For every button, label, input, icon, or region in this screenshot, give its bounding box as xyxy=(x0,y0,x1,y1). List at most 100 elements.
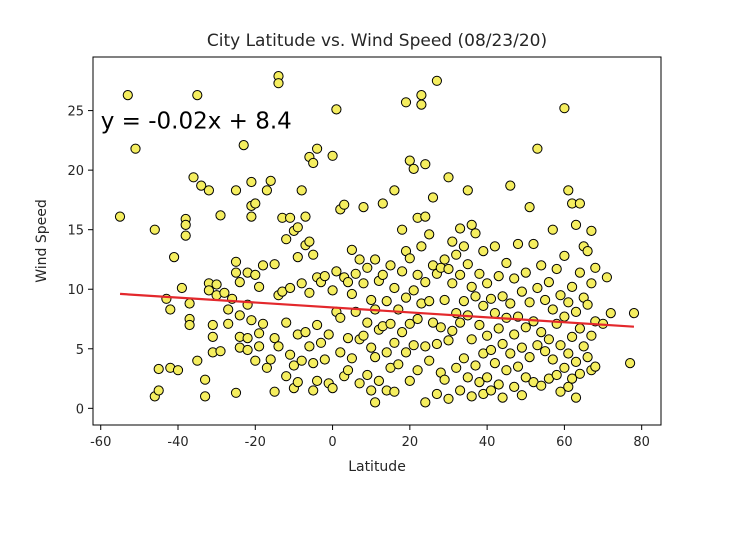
scatter-point xyxy=(540,294,551,306)
scatter-point xyxy=(292,377,303,388)
scatter-point xyxy=(524,352,535,363)
scatter-point xyxy=(524,202,535,213)
scatter-point xyxy=(200,391,211,402)
scatter-point xyxy=(420,277,431,288)
scatter-point xyxy=(254,328,265,339)
scatter-point xyxy=(327,285,338,296)
scatter-point xyxy=(211,279,222,290)
scatter-point xyxy=(346,288,357,300)
scatter-point xyxy=(404,318,415,329)
scatter-point xyxy=(234,310,245,321)
scatter-point xyxy=(265,175,276,186)
scatter-point xyxy=(532,340,543,351)
scatter-point xyxy=(489,358,500,369)
scatter-point xyxy=(342,365,354,376)
scatter-point xyxy=(574,198,586,209)
scatter-point xyxy=(455,385,466,396)
y-axis-label: Wind Speed xyxy=(34,199,50,283)
scatter-point xyxy=(315,337,327,348)
scatter-point xyxy=(447,325,458,336)
scatter-point xyxy=(339,199,350,210)
scatter-point xyxy=(373,375,384,386)
scatter-point xyxy=(582,246,593,257)
scatter-point xyxy=(273,78,284,89)
scatter-point xyxy=(319,271,330,282)
scatter-point xyxy=(590,361,601,372)
scatter-point xyxy=(153,363,164,375)
scatter-point xyxy=(358,330,369,341)
scatter-point xyxy=(203,185,214,196)
scatter-point xyxy=(180,219,191,230)
scatter-point xyxy=(567,331,578,342)
scatter-point xyxy=(354,254,365,265)
scatter-point xyxy=(540,346,551,357)
scatter-point xyxy=(230,256,242,267)
scatter-point xyxy=(312,143,323,154)
x-tick-label: 80 xyxy=(633,435,650,450)
scatter-point xyxy=(370,352,381,363)
scatter-point xyxy=(246,176,257,188)
scatter-point xyxy=(400,292,412,303)
x-tick-label: 20 xyxy=(402,435,419,450)
scatter-point xyxy=(412,365,423,376)
scatter-point xyxy=(200,374,211,385)
scatter-point xyxy=(404,253,415,264)
scatter-point xyxy=(381,296,392,307)
scatter-point xyxy=(400,97,412,108)
scatter-point xyxy=(385,318,396,329)
scatter-point xyxy=(296,278,307,289)
scatter-point xyxy=(462,185,473,196)
scatter-point xyxy=(458,296,469,307)
scatter-point xyxy=(574,368,586,379)
scatter-point xyxy=(358,202,369,213)
scatter-point xyxy=(312,375,323,386)
scatter-point xyxy=(257,318,269,329)
scatter-point xyxy=(582,352,593,363)
scatter-point xyxy=(223,304,234,315)
scatter-point xyxy=(366,294,377,306)
scatter-point xyxy=(188,172,199,183)
scatter-point xyxy=(470,228,481,239)
scatter-point xyxy=(389,386,400,397)
scatter-point xyxy=(559,362,570,373)
scatter-point xyxy=(420,159,431,170)
scatter-point xyxy=(261,185,272,196)
y-tick-label: 0 xyxy=(76,402,84,417)
scatter-point xyxy=(625,358,636,369)
scatter-point xyxy=(567,373,578,384)
scatter-point xyxy=(215,346,226,357)
scatter-point xyxy=(366,342,377,353)
scatter-point xyxy=(443,172,454,183)
scatter-point xyxy=(265,354,276,365)
scatter-point xyxy=(431,338,442,350)
scatter-point xyxy=(455,223,466,234)
scatter-point xyxy=(196,180,207,191)
scatter-point xyxy=(377,198,388,209)
scatter-point xyxy=(397,266,408,277)
scatter-point xyxy=(555,290,566,301)
scatter-point xyxy=(532,282,543,294)
scatter-point xyxy=(269,333,280,344)
scatter-point xyxy=(516,342,528,353)
scatter-point xyxy=(308,249,319,260)
scatter-point xyxy=(474,268,485,279)
scatter-points xyxy=(114,71,640,408)
scatter-point xyxy=(574,323,586,334)
scatter-point xyxy=(462,372,473,383)
y-tick-label: 10 xyxy=(67,283,84,298)
scatter-point xyxy=(478,300,489,311)
y-tick-label: 25 xyxy=(67,105,84,120)
scatter-point xyxy=(551,369,562,381)
scatter-point xyxy=(404,155,415,166)
scatter-point xyxy=(207,331,218,342)
scatter-point xyxy=(493,379,504,390)
scatter-point xyxy=(528,238,539,250)
chart-title: City Latitude vs. Wind Speed (08/23/20) xyxy=(207,31,547,51)
scatter-point xyxy=(420,397,431,408)
scatter-point xyxy=(482,372,493,383)
scatter-point xyxy=(439,254,450,265)
scatter-point xyxy=(516,286,528,297)
scatter-point xyxy=(176,282,187,294)
scatter-point xyxy=(342,277,354,288)
scatter-point xyxy=(257,260,269,271)
